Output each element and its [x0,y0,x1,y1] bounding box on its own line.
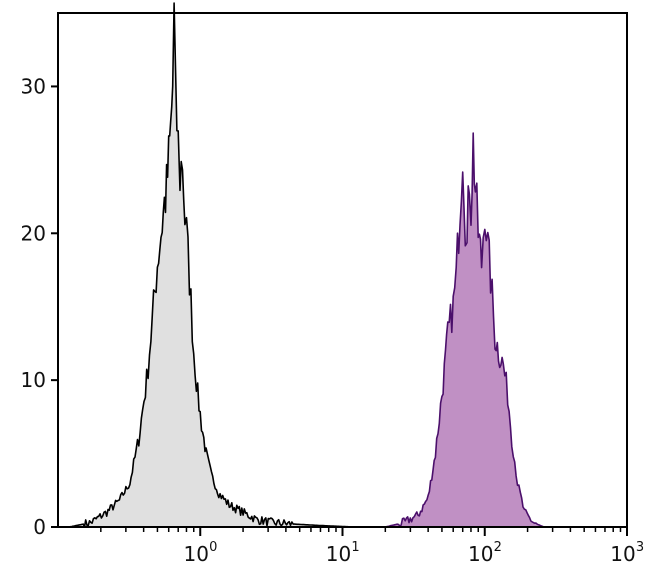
x-tick-label: 10 [184,542,209,566]
series-0-outline [69,2,354,528]
y-tick-label: 30 [21,74,46,98]
x-tick-exponent: 0 [209,540,217,555]
series-1-fill [385,133,544,527]
x-tick-label: 10 [326,542,351,566]
x-tick-label: 10 [468,542,493,566]
series-1-outline [385,132,545,528]
y-tick-label: 0 [33,515,46,539]
x-tick-exponent: 3 [636,540,644,555]
series-layer [69,2,545,528]
y-axis: 0 10 20 30 [21,74,58,539]
y-tick-label: 20 [21,221,46,245]
y-tick-label: 10 [21,368,46,392]
x-axis: 10 0 10 1 10 2 10 3 [100,527,644,566]
series-0-fill [69,3,354,528]
x-tick-label: 10 [610,542,635,566]
x-tick-exponent: 1 [351,540,359,555]
x-tick-exponent: 2 [494,540,502,555]
